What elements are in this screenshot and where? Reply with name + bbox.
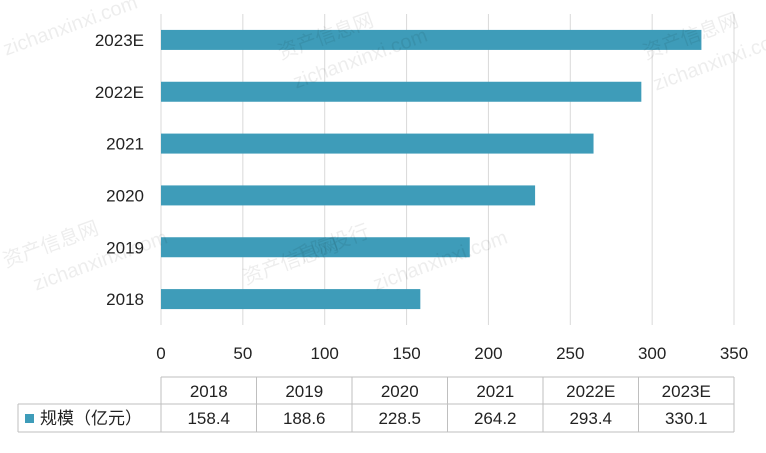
y-tick-label: 2020 [106,186,144,205]
x-tick-label: 150 [392,344,420,363]
table-cell: 264.2 [474,409,517,428]
bar [161,237,470,258]
table-header: 2022E [566,382,615,401]
table-cell: 188.6 [283,409,326,428]
y-tick-label: 2018 [106,290,144,309]
bar [161,133,594,154]
bar [161,29,702,50]
y-tick-label: 2023E [95,31,144,50]
table-cell: 228.5 [378,409,421,428]
bar [161,185,536,206]
x-tick-label: 250 [556,344,584,363]
bar [161,289,421,310]
y-tick-label: 2022E [95,83,144,102]
table-header: 2019 [285,382,323,401]
table-cell: 330.1 [665,409,708,428]
legend-label: 规模（亿元） [40,409,142,428]
table-cell: 293.4 [569,409,612,428]
x-tick-label: 0 [156,344,165,363]
y-tick-label: 2021 [106,135,144,154]
bar [161,81,642,102]
legend-swatch [25,414,34,423]
table-header: 2021 [476,382,514,401]
y-tick-label: 2019 [106,238,144,257]
table-header: 2020 [381,382,419,401]
table-header: 2018 [190,382,228,401]
x-tick-label: 200 [474,344,502,363]
table-header: 2023E [662,382,711,401]
table-cell: 158.4 [187,409,230,428]
x-tick-label: 100 [311,344,339,363]
x-tick-label: 50 [233,344,252,363]
x-tick-label: 300 [638,344,666,363]
x-tick-label: 350 [720,344,748,363]
